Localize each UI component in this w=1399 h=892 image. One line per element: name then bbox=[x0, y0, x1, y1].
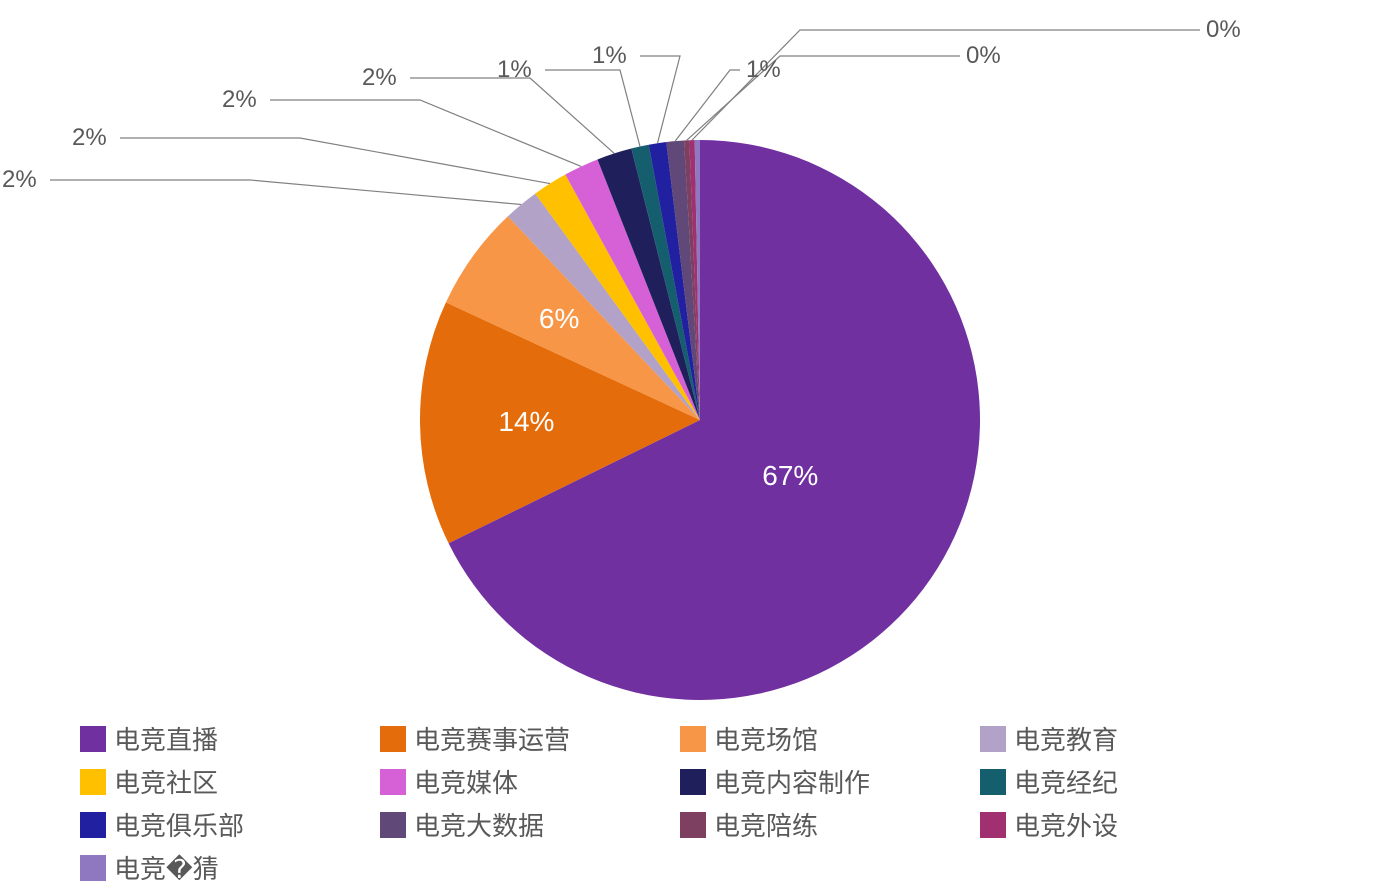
legend-label: 电竞场馆 bbox=[714, 720, 818, 757]
legend-swatch bbox=[980, 812, 1006, 838]
legend-swatch bbox=[680, 769, 706, 795]
slice-outside-label: 0% bbox=[1206, 16, 1241, 44]
legend-item: 电竞内容制作 bbox=[680, 763, 980, 800]
legend-item: 电竞社区 bbox=[80, 763, 380, 800]
legend-item: 电竞经纪 bbox=[980, 763, 1280, 800]
leader-line bbox=[675, 70, 740, 141]
legend-label: 电竞外设 bbox=[1014, 806, 1118, 843]
legend-label: 电竞陪练 bbox=[714, 806, 818, 843]
legend-item: 电竞陪练 bbox=[680, 806, 980, 843]
legend-label: 电竞直播 bbox=[114, 720, 218, 757]
leader-line bbox=[687, 56, 960, 140]
pie-chart-container: 67% 14% 6% 2% 2% 2% 2% 1% 1% 1% 0% 0% bbox=[0, 0, 1399, 700]
legend-swatch bbox=[380, 769, 406, 795]
leader-line bbox=[120, 138, 550, 184]
legend-swatch bbox=[380, 812, 406, 838]
slice-inside-label: 6% bbox=[539, 303, 579, 335]
slice-outside-label: 1% bbox=[746, 56, 781, 84]
legend-item: 电竞直播 bbox=[80, 720, 380, 757]
legend-item: 电竞大数据 bbox=[380, 806, 680, 843]
legend-swatch bbox=[80, 812, 106, 838]
legend-item: 电竞媒体 bbox=[380, 763, 680, 800]
legend-item: 电竞�猜 bbox=[80, 849, 380, 886]
slice-outside-label: 1% bbox=[592, 42, 627, 70]
slice-inside-label: 67% bbox=[762, 460, 818, 492]
legend-item: 电竞教育 bbox=[980, 720, 1280, 757]
legend-swatch bbox=[980, 769, 1006, 795]
slice-inside-label: 14% bbox=[498, 406, 554, 438]
legend-label: 电竞社区 bbox=[114, 763, 218, 800]
leader-line bbox=[640, 56, 680, 143]
legend-swatch bbox=[380, 726, 406, 752]
legend-swatch bbox=[80, 855, 106, 881]
leader-line bbox=[270, 100, 581, 166]
legend-swatch bbox=[80, 726, 106, 752]
legend-swatch bbox=[80, 769, 106, 795]
legend-swatch bbox=[680, 726, 706, 752]
legend-item: 电竞俱乐部 bbox=[80, 806, 380, 843]
legend-item: 电竞场馆 bbox=[680, 720, 980, 757]
legend-item: 电竞外设 bbox=[980, 806, 1280, 843]
slice-outside-label: 2% bbox=[222, 86, 257, 114]
pie-chart-svg bbox=[0, 0, 1399, 700]
legend-label: 电竞大数据 bbox=[414, 806, 544, 843]
legend-label: 电竞俱乐部 bbox=[114, 806, 244, 843]
slice-outside-label: 0% bbox=[966, 42, 1001, 70]
legend-swatch bbox=[980, 726, 1006, 752]
slice-outside-label: 1% bbox=[497, 56, 532, 84]
legend: 电竞直播 电竞赛事运营 电竞场馆 电竞教育电竞社区 电竞媒体 电竞内容制作 电竞经纪电竞俱乐… bbox=[80, 720, 1360, 892]
legend-item: 电竞赛事运营 bbox=[380, 720, 680, 757]
legend-label: 电竞内容制作 bbox=[714, 763, 870, 800]
leader-line bbox=[50, 180, 521, 204]
leader-line bbox=[545, 70, 640, 147]
slice-outside-label: 2% bbox=[72, 124, 107, 152]
legend-swatch bbox=[680, 812, 706, 838]
leader-line bbox=[692, 30, 1200, 140]
legend-label: 电竞�猜 bbox=[114, 849, 219, 886]
legend-label: 电竞赛事运营 bbox=[414, 720, 570, 757]
legend-label: 电竞经纪 bbox=[1014, 763, 1118, 800]
slice-outside-label: 2% bbox=[362, 64, 397, 92]
legend-label: 电竞媒体 bbox=[414, 763, 518, 800]
legend-label: 电竞教育 bbox=[1014, 720, 1118, 757]
slice-outside-label: 2% bbox=[2, 166, 37, 194]
leader-line bbox=[410, 78, 614, 153]
